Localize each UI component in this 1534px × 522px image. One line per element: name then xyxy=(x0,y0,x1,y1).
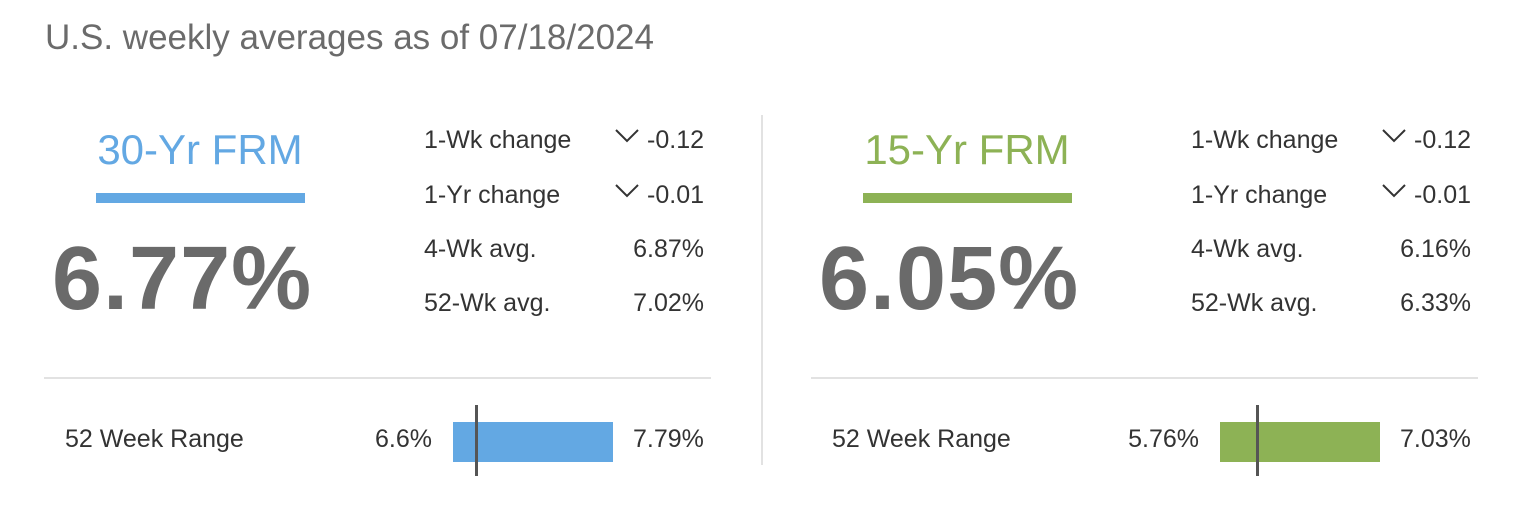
stat-label: 52-Wk avg. xyxy=(424,289,551,317)
panel-name: 15-Yr FRM xyxy=(864,126,1070,173)
chevron-icon xyxy=(1382,129,1406,143)
chevron-icon xyxy=(615,129,639,143)
range-high: 7.03% xyxy=(1400,425,1471,453)
section-divider xyxy=(44,377,711,379)
rate: 6.05% xyxy=(819,229,1080,329)
stat-value: -0.12 xyxy=(647,126,704,154)
stat-label: 1-Yr change xyxy=(424,181,561,209)
chevron-icon xyxy=(1382,184,1406,198)
panel-name: 30-Yr FRM xyxy=(97,126,303,173)
range-marker xyxy=(1255,405,1259,476)
chevron-down xyxy=(1381,183,1407,199)
range-marker xyxy=(474,405,478,476)
stat-value: -0.01 xyxy=(647,181,704,209)
range-high: 7.79% xyxy=(633,425,704,453)
stat-label: 4-Wk avg. xyxy=(1191,235,1304,263)
rate: 6.77% xyxy=(52,229,313,329)
stat-value: 7.02% xyxy=(633,289,704,317)
chevron-down xyxy=(614,183,640,199)
range-label: 52 Week Range xyxy=(65,425,244,453)
panel-divider xyxy=(761,115,763,465)
stat-value: 6.16% xyxy=(1400,235,1471,263)
chevron-down xyxy=(614,128,640,144)
name-underline xyxy=(863,193,1072,203)
section-divider xyxy=(811,377,1478,379)
page-title: U.S. weekly averages as of 07/18/2024 xyxy=(45,18,654,57)
stat-value: -0.01 xyxy=(1414,181,1471,209)
chevron-icon xyxy=(615,184,639,198)
stat-label: 1-Wk change xyxy=(424,126,572,154)
name-underline xyxy=(96,193,305,203)
range-bar xyxy=(1220,422,1380,462)
range-label: 52 Week Range xyxy=(832,425,1011,453)
stat-label: 52-Wk avg. xyxy=(1191,289,1318,317)
range-bar xyxy=(453,422,613,462)
range-low: 6.6% xyxy=(375,425,432,453)
chevron-down xyxy=(1381,128,1407,144)
stat-label: 4-Wk avg. xyxy=(424,235,537,263)
stat-value: -0.12 xyxy=(1414,126,1471,154)
stat-value: 6.87% xyxy=(633,235,704,263)
stat-label: 1-Wk change xyxy=(1191,126,1339,154)
stat-label: 1-Yr change xyxy=(1191,181,1328,209)
stat-value: 6.33% xyxy=(1400,289,1471,317)
range-low: 5.76% xyxy=(1128,425,1199,453)
